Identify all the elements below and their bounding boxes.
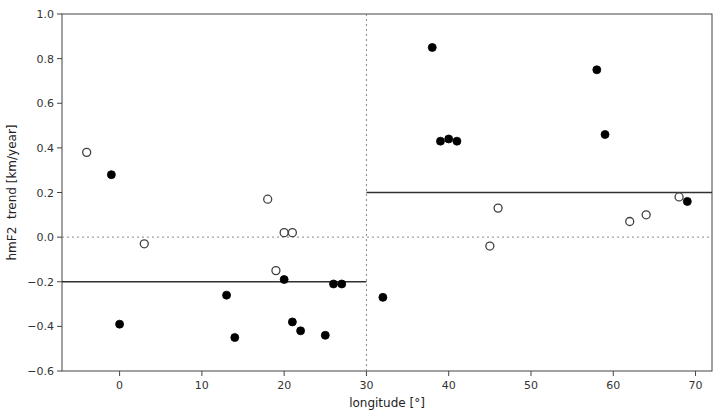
point — [445, 135, 453, 143]
x-tick — [613, 371, 614, 376]
x-tick-label: 30 — [359, 379, 373, 392]
plot-frame — [62, 14, 712, 371]
y-tick-label: 1.0 — [37, 8, 55, 21]
y-tick-label: 0.0 — [37, 231, 55, 244]
point — [338, 280, 346, 288]
plot-area — [62, 14, 712, 371]
x-tick-label: 20 — [277, 379, 291, 392]
x-tick — [448, 371, 449, 376]
y-tick — [57, 147, 62, 148]
y-tick-label: −0.4 — [27, 320, 54, 333]
y-tick-label: −0.6 — [27, 365, 54, 378]
point — [593, 66, 601, 74]
point — [116, 320, 124, 328]
point — [297, 327, 305, 335]
x-tick-label: 40 — [442, 379, 456, 392]
point — [453, 137, 461, 145]
open-point — [288, 229, 296, 237]
y-tick — [57, 371, 62, 372]
point — [280, 276, 288, 284]
y-tick — [57, 192, 62, 193]
open-point — [272, 267, 280, 275]
y-tick-label: −0.2 — [27, 276, 54, 289]
y-tick-label: 0.6 — [37, 97, 55, 110]
y-axis-label: hmF2 trend [km/year] — [5, 124, 19, 260]
point — [601, 130, 609, 138]
y-tick — [57, 281, 62, 282]
axes: 0 10 20 30 40 50 60 70 −0.6 −0.4 −0.2 0.0 0.2 0.4 0.6 0… — [27, 8, 702, 392]
x-tick — [366, 371, 367, 376]
trend-line — [366, 192, 712, 194]
y-tick — [57, 103, 62, 104]
open-point — [626, 218, 634, 226]
reference-line — [62, 237, 712, 238]
chart: 0 10 20 30 40 50 60 70 −0.6 −0.4 −0.2 0.0 0.2 0.4 0.6 0… — [0, 0, 728, 417]
point — [321, 331, 329, 339]
open-point — [264, 195, 272, 203]
x-tick-label: 60 — [606, 379, 620, 392]
x-tick — [530, 371, 531, 376]
point — [107, 171, 115, 179]
x-axis-label: longitude [°] — [349, 396, 425, 410]
point — [436, 137, 444, 145]
point — [428, 43, 436, 51]
point — [330, 280, 338, 288]
open-point — [140, 240, 148, 248]
open-point — [675, 193, 683, 201]
open-point — [494, 204, 502, 212]
x-tick-label: 10 — [195, 379, 209, 392]
trend-line — [62, 281, 366, 283]
point — [223, 291, 231, 299]
x-tick-label: 50 — [524, 379, 538, 392]
y-tick — [57, 326, 62, 327]
point — [379, 293, 387, 301]
point — [231, 334, 239, 342]
y-tick-label: 0.4 — [37, 142, 55, 155]
x-tick — [201, 371, 202, 376]
y-tick — [57, 237, 62, 238]
open-point — [83, 148, 91, 156]
x-tick — [119, 371, 120, 376]
plot-background — [62, 14, 712, 371]
open-point — [642, 211, 650, 219]
x-tick — [695, 371, 696, 376]
y-tick-label: 0.2 — [37, 187, 55, 200]
y-tick-label: 0.8 — [37, 53, 55, 66]
x-tick-label: 0 — [116, 379, 123, 392]
open-point — [486, 242, 494, 250]
point — [683, 197, 691, 205]
x-tick — [284, 371, 285, 376]
y-tick — [57, 14, 62, 15]
x-tick-label: 70 — [689, 379, 703, 392]
y-tick — [57, 58, 62, 59]
open-point — [280, 229, 288, 237]
point — [288, 318, 296, 326]
